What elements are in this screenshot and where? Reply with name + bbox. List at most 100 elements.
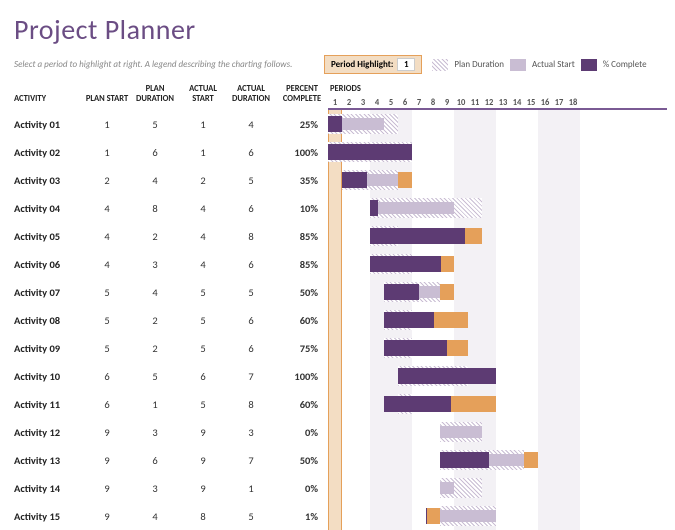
activity-name[interactable]: Activity 01 bbox=[14, 110, 84, 138]
actual-start-cell[interactable]: 4 bbox=[180, 250, 226, 278]
actual-duration-cell[interactable]: 3 bbox=[226, 418, 276, 446]
plan-duration-cell[interactable]: 6 bbox=[130, 138, 180, 166]
percent-complete-cell[interactable]: 85% bbox=[276, 222, 328, 250]
activity-name[interactable]: Activity 14 bbox=[14, 474, 84, 502]
actual-duration-cell[interactable]: 5 bbox=[226, 166, 276, 194]
percent-complete-cell[interactable]: 60% bbox=[276, 390, 328, 418]
percent-complete-cell[interactable]: 100% bbox=[276, 362, 328, 390]
actual-duration-cell[interactable]: 1 bbox=[226, 474, 276, 502]
activity-name[interactable]: Activity 02 bbox=[14, 138, 84, 166]
plan-duration-cell[interactable]: 4 bbox=[130, 166, 180, 194]
actual-duration-cell[interactable]: 6 bbox=[226, 138, 276, 166]
actual-duration-cell[interactable]: 6 bbox=[226, 334, 276, 362]
actual-start-cell[interactable]: 5 bbox=[180, 306, 226, 334]
actual-start-cell[interactable]: 4 bbox=[180, 222, 226, 250]
period-number: 12 bbox=[482, 98, 496, 108]
plan-duration-cell[interactable]: 5 bbox=[130, 110, 180, 138]
actual-start-cell[interactable]: 2 bbox=[180, 166, 226, 194]
plan-duration-cell[interactable]: 2 bbox=[130, 222, 180, 250]
plan-duration-cell[interactable]: 5 bbox=[130, 362, 180, 390]
plan-start-cell[interactable]: 9 bbox=[84, 502, 130, 530]
gantt-period-cell bbox=[426, 446, 440, 474]
actual-duration-cell[interactable]: 5 bbox=[226, 502, 276, 530]
percent-complete-cell[interactable]: 35% bbox=[276, 166, 328, 194]
actual-duration-cell[interactable]: 6 bbox=[226, 194, 276, 222]
actual-duration-cell[interactable]: 8 bbox=[226, 222, 276, 250]
percent-complete-cell[interactable]: 1% bbox=[276, 502, 328, 530]
plan-duration-cell[interactable]: 3 bbox=[130, 250, 180, 278]
plan-start-cell[interactable]: 9 bbox=[84, 446, 130, 474]
actual-start-cell[interactable]: 5 bbox=[180, 278, 226, 306]
actual-start-cell[interactable]: 5 bbox=[180, 390, 226, 418]
percent-complete-cell[interactable]: 0% bbox=[276, 418, 328, 446]
activity-name[interactable]: Activity 12 bbox=[14, 418, 84, 446]
actual-duration-cell[interactable]: 7 bbox=[226, 362, 276, 390]
actual-start-cell[interactable]: 5 bbox=[180, 334, 226, 362]
activity-name[interactable]: Activity 08 bbox=[14, 306, 84, 334]
actual-start-cell[interactable]: 9 bbox=[180, 474, 226, 502]
actual-duration-cell[interactable]: 8 bbox=[226, 390, 276, 418]
plan-duration-cell[interactable]: 6 bbox=[130, 446, 180, 474]
plan-start-cell[interactable]: 5 bbox=[84, 306, 130, 334]
actual-duration-cell[interactable]: 6 bbox=[226, 306, 276, 334]
plan-start-cell[interactable]: 1 bbox=[84, 110, 130, 138]
actual-start-cell[interactable]: 1 bbox=[180, 138, 226, 166]
percent-complete-cell[interactable]: 100% bbox=[276, 138, 328, 166]
plan-start-cell[interactable]: 2 bbox=[84, 166, 130, 194]
period-number: 17 bbox=[552, 98, 566, 108]
percent-complete-cell[interactable]: 50% bbox=[276, 278, 328, 306]
actual-duration-cell[interactable]: 4 bbox=[226, 110, 276, 138]
plan-start-cell[interactable]: 5 bbox=[84, 278, 130, 306]
gantt-row bbox=[328, 138, 667, 166]
plan-start-cell[interactable]: 4 bbox=[84, 222, 130, 250]
activity-name[interactable]: Activity 03 bbox=[14, 166, 84, 194]
percent-complete-cell[interactable]: 25% bbox=[276, 110, 328, 138]
actual-start-cell[interactable]: 1 bbox=[180, 110, 226, 138]
plan-duration-cell[interactable]: 2 bbox=[130, 334, 180, 362]
plan-duration-cell[interactable]: 3 bbox=[130, 418, 180, 446]
activity-name[interactable]: Activity 15 bbox=[14, 502, 84, 530]
gantt-period-cell bbox=[524, 250, 538, 278]
plan-duration-cell[interactable]: 4 bbox=[130, 278, 180, 306]
plan-start-cell[interactable]: 9 bbox=[84, 418, 130, 446]
gantt-period-cell bbox=[524, 334, 538, 362]
percent-complete-cell[interactable]: 10% bbox=[276, 194, 328, 222]
plan-start-cell[interactable]: 1 bbox=[84, 138, 130, 166]
plan-duration-cell[interactable]: 2 bbox=[130, 306, 180, 334]
percent-complete-cell[interactable]: 0% bbox=[276, 474, 328, 502]
actual-start-cell[interactable]: 9 bbox=[180, 418, 226, 446]
activity-name[interactable]: Activity 09 bbox=[14, 334, 84, 362]
plan-start-cell[interactable]: 6 bbox=[84, 390, 130, 418]
percent-complete-cell[interactable]: 85% bbox=[276, 250, 328, 278]
plan-start-cell[interactable]: 4 bbox=[84, 250, 130, 278]
percent-complete-cell[interactable]: 50% bbox=[276, 446, 328, 474]
activity-name[interactable]: Activity 07 bbox=[14, 278, 84, 306]
period-highlight-box[interactable]: Period Highlight: 1 bbox=[324, 55, 422, 74]
plan-start-cell[interactable]: 4 bbox=[84, 194, 130, 222]
activity-name[interactable]: Activity 11 bbox=[14, 390, 84, 418]
actual-start-cell[interactable]: 8 bbox=[180, 502, 226, 530]
plan-start-cell[interactable]: 9 bbox=[84, 474, 130, 502]
plan-duration-cell[interactable]: 4 bbox=[130, 502, 180, 530]
plan-duration-cell[interactable]: 8 bbox=[130, 194, 180, 222]
actual-duration-cell[interactable]: 6 bbox=[226, 250, 276, 278]
percent-complete-cell[interactable]: 60% bbox=[276, 306, 328, 334]
activity-name[interactable]: Activity 05 bbox=[14, 222, 84, 250]
gantt-period-cell bbox=[342, 194, 356, 222]
plan-duration-cell[interactable]: 3 bbox=[130, 474, 180, 502]
activity-name[interactable]: Activity 04 bbox=[14, 194, 84, 222]
actual-duration-cell[interactable]: 7 bbox=[226, 446, 276, 474]
plan-start-cell[interactable]: 6 bbox=[84, 362, 130, 390]
plan-start-cell[interactable]: 5 bbox=[84, 334, 130, 362]
actual-start-cell[interactable]: 4 bbox=[180, 194, 226, 222]
actual-start-cell[interactable]: 9 bbox=[180, 446, 226, 474]
plan-duration-cell[interactable]: 1 bbox=[130, 390, 180, 418]
activity-name[interactable]: Activity 10 bbox=[14, 362, 84, 390]
period-highlight-value[interactable]: 1 bbox=[397, 58, 415, 71]
activity-name[interactable]: Activity 13 bbox=[14, 446, 84, 474]
actual-duration-cell[interactable]: 5 bbox=[226, 278, 276, 306]
percent-complete-cell[interactable]: 75% bbox=[276, 334, 328, 362]
actual-start-cell[interactable]: 6 bbox=[180, 362, 226, 390]
activity-name[interactable]: Activity 06 bbox=[14, 250, 84, 278]
gantt-period-cell bbox=[482, 278, 496, 306]
